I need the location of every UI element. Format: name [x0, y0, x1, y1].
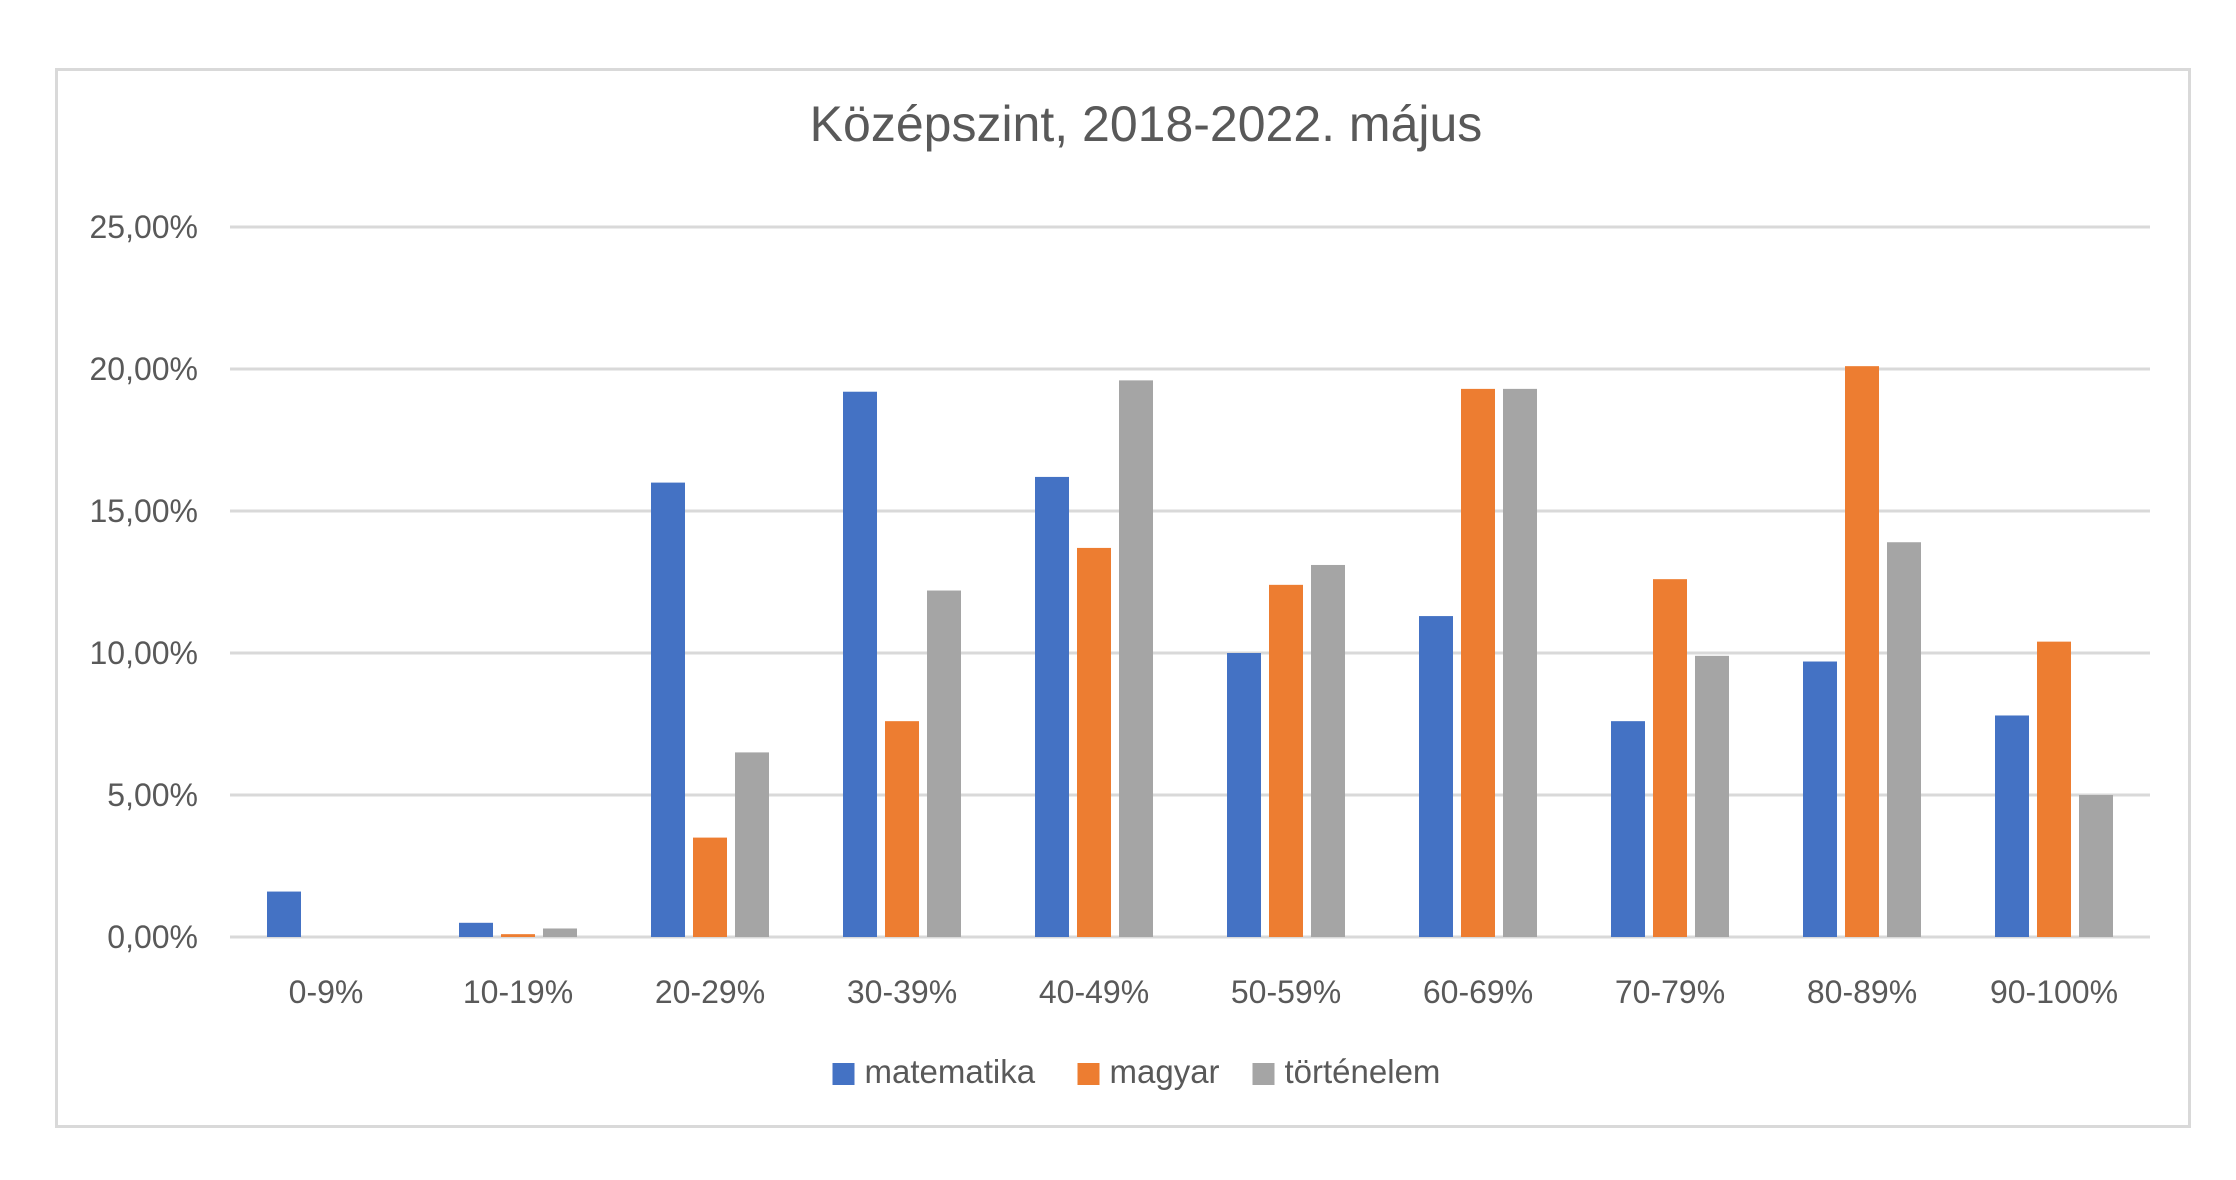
bar-történelem-90-100%	[2079, 795, 2113, 937]
legend-swatch-matematika	[832, 1063, 855, 1085]
x-tick-label: 70-79%	[1615, 974, 1725, 1010]
bar-matematika-50-59%	[1227, 653, 1261, 937]
bar-matematika-10-19%	[459, 922, 493, 937]
y-tick-label: 10,00%	[89, 635, 198, 671]
bar-matematika-80-89%	[1803, 661, 1837, 937]
legend-swatch-történelem	[1252, 1063, 1275, 1085]
y-tick-label: 0,00%	[107, 919, 198, 955]
bar-történelem-50-59%	[1311, 564, 1345, 937]
x-tick-label: 40-49%	[1039, 974, 1149, 1010]
bar-történelem-60-69%	[1503, 388, 1537, 937]
y-tick-label: 15,00%	[89, 493, 198, 529]
bars	[267, 366, 2113, 938]
legend-swatch-magyar	[1077, 1063, 1100, 1085]
y-axis-ticks: 0,00% 5,00% 10,00% 15,00% 20,00% 25,00%	[89, 209, 198, 955]
bar-magyar-80-89%	[1845, 366, 1879, 937]
bar-történelem-10-19%	[543, 928, 577, 937]
bar-matematika-60-69%	[1419, 616, 1453, 937]
bar-magyar-90-100%	[2037, 641, 2071, 937]
bar-matematika-90-100%	[1995, 715, 2029, 937]
legend: matematika magyar történelem	[832, 1053, 1441, 1090]
y-tick-label: 25,00%	[89, 209, 198, 245]
bar-történelem-70-79%	[1695, 655, 1729, 937]
bar-matematika-30-39%	[843, 391, 877, 938]
legend-label-magyar: magyar	[1110, 1053, 1220, 1090]
bar-magyar-60-69%	[1461, 388, 1495, 937]
x-tick-label: 50-59%	[1231, 974, 1341, 1010]
bar-magyar-70-79%	[1653, 579, 1687, 937]
bar-matematika-70-79%	[1611, 721, 1645, 937]
bar-matematika-20-29%	[651, 482, 685, 937]
bar-matematika-0-9%	[267, 891, 301, 937]
bar-történelem-40-49%	[1119, 380, 1153, 937]
x-tick-label: 60-69%	[1423, 974, 1533, 1010]
bar-chart: Középszint, 2018-2022. május 0,00% 5,00% 1…	[89, 96, 2150, 1090]
chart-title: Középszint, 2018-2022. május	[810, 96, 1483, 152]
x-tick-label: 10-19%	[463, 974, 573, 1010]
x-tick-label: 0-9%	[289, 974, 364, 1010]
bar-magyar-10-19%	[501, 934, 535, 937]
chart-frame: Középszint, 2018-2022. május 0,00% 5,00% 1…	[55, 68, 2191, 1128]
x-axis-ticks: 0-9% 10-19% 20-29% 30-39% 40-49% 50-59% 60-69%…	[289, 974, 2118, 1010]
bar-történelem-30-39%	[927, 590, 961, 937]
x-tick-label: 20-29%	[655, 974, 765, 1010]
bar-történelem-20-29%	[735, 752, 769, 937]
bar-matematika-40-49%	[1035, 476, 1069, 937]
bar-magyar-30-39%	[885, 721, 919, 937]
bar-magyar-40-49%	[1077, 547, 1111, 937]
x-tick-label: 90-100%	[1990, 974, 2118, 1010]
bar-magyar-50-59%	[1269, 584, 1303, 937]
x-tick-label: 30-39%	[847, 974, 957, 1010]
y-tick-label: 5,00%	[107, 777, 198, 813]
bar-magyar-20-29%	[693, 837, 727, 937]
legend-label-történelem: történelem	[1285, 1053, 1441, 1090]
x-tick-label: 80-89%	[1807, 974, 1917, 1010]
bar-történelem-80-89%	[1887, 542, 1921, 937]
y-tick-label: 20,00%	[89, 351, 198, 387]
legend-label-matematika: matematika	[865, 1053, 1036, 1090]
